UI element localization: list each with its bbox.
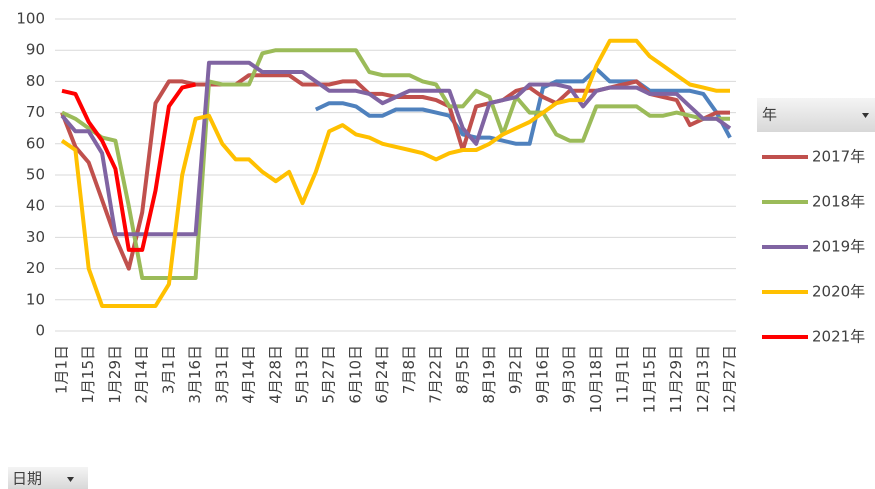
y-tick-label: 20	[26, 259, 45, 277]
y-tick-label: 100	[16, 10, 45, 28]
x-tick-label: 11月29日	[667, 345, 685, 413]
x-tick-label: 6月24日	[373, 345, 391, 404]
legend-label: 2017年	[812, 148, 865, 166]
y-tick-label: 10	[26, 290, 45, 308]
x-tick-label: 8月19日	[480, 345, 498, 404]
legend-label: 2018年	[812, 193, 865, 211]
x-tick-label: 3月16日	[186, 345, 204, 404]
x-tick-label: 12月13日	[694, 345, 712, 413]
x-tick-label: 9月16日	[533, 345, 551, 404]
legend-label: 2019年	[812, 238, 865, 256]
x-tick-label: 6月10日	[346, 345, 364, 404]
x-tick-label: 5月13日	[293, 345, 311, 404]
x-tick-label: 7月8日	[400, 345, 418, 394]
x-tick-label: 8月5日	[453, 345, 471, 394]
legend-title: 年	[762, 106, 777, 124]
x-tick-label: 3月1日	[159, 345, 177, 394]
x-tick-label: 11月1日	[614, 345, 632, 404]
series-line	[60, 38, 730, 308]
x-tick-label: 9月30日	[560, 345, 578, 404]
series-line	[61, 82, 197, 252]
filter-label: 日期	[12, 470, 42, 488]
y-tick-label: 0	[35, 322, 45, 340]
legend-label: 2021年	[812, 328, 865, 346]
y-tick-label: 30	[26, 228, 45, 246]
series-line	[61, 48, 730, 280]
series-line	[314, 66, 732, 146]
x-tick-label: 12月27日	[721, 345, 739, 413]
x-tick-label: 1月15日	[79, 345, 97, 404]
filter-button[interactable]	[8, 467, 88, 489]
y-tick-label: 50	[26, 166, 45, 184]
x-tick-label: 4月28日	[266, 345, 284, 404]
legend-header[interactable]	[757, 98, 875, 132]
x-tick-label: 11月15日	[640, 345, 658, 413]
x-tick-label: 3月31日	[213, 345, 231, 404]
y-tick-label: 60	[26, 134, 45, 152]
y-tick-label: 40	[26, 197, 45, 215]
y-tick-label: 80	[26, 72, 45, 90]
x-tick-label: 5月27日	[320, 345, 338, 404]
x-tick-label: 9月2日	[507, 345, 525, 394]
x-tick-label: 1月29日	[106, 345, 124, 404]
x-tick-label: 2月14日	[133, 345, 151, 404]
series-line	[60, 73, 730, 271]
y-tick-label: 70	[26, 103, 45, 121]
dropdown-arrow	[67, 477, 74, 482]
y-tick-label: 90	[26, 41, 45, 59]
x-tick-label: 7月22日	[427, 345, 445, 404]
x-tick-label: 10月18日	[587, 345, 605, 413]
legend-label: 2020年	[812, 283, 865, 301]
dropdown-arrow	[862, 113, 869, 118]
x-tick-label: 4月14日	[240, 345, 258, 404]
x-tick-label: 1月1日	[53, 345, 71, 394]
